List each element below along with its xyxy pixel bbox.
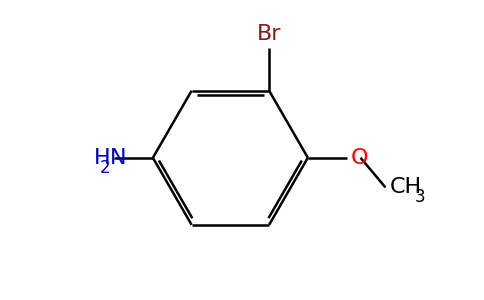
Text: Br: Br: [257, 24, 281, 44]
Text: O: O: [350, 148, 368, 168]
Text: CH: CH: [389, 177, 422, 197]
Text: 2: 2: [100, 159, 110, 177]
Text: N: N: [110, 148, 127, 168]
Text: H: H: [93, 148, 110, 168]
Text: 3: 3: [415, 188, 425, 206]
